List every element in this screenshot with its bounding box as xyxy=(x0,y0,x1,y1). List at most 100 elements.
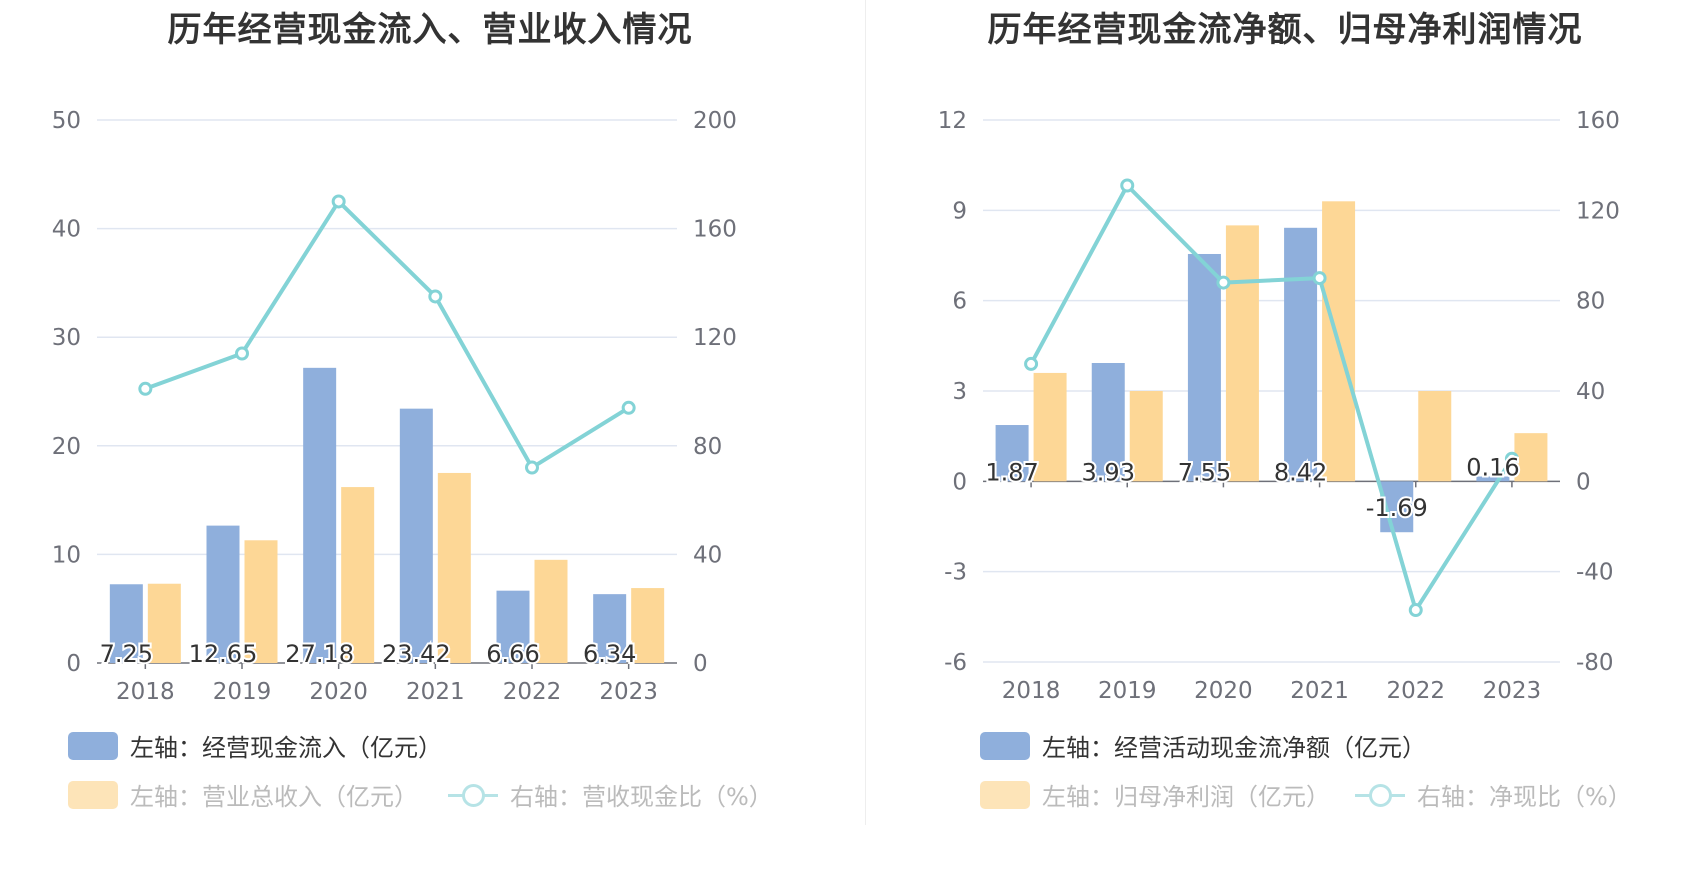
x-tick-label: 2019 xyxy=(213,679,272,700)
right-bar-1 xyxy=(1129,391,1163,482)
left-bar-0 xyxy=(496,590,530,663)
right-line-point xyxy=(1024,356,1039,371)
left-line-point xyxy=(525,460,539,475)
right-bar-1 xyxy=(1418,391,1452,482)
y-left-tick-label: 0 xyxy=(952,469,967,495)
left-data-label: 12.65 xyxy=(189,640,258,668)
plot-area-left: 0 10 20 30 40 50 0 40 80 120 160 200 2018 2019 2020 202… xyxy=(52,108,737,700)
x-tick-label: 2019 xyxy=(1098,678,1157,700)
right-data-label: 0.16 xyxy=(1466,453,1519,481)
chart-panel-right: 历年经营现金流净额、归母净利润情况 -6 -3 0 3 6 9 12 -80 -40 0 40 80 1… xyxy=(870,0,1700,874)
legend-item-right-0[interactable]: 左轴：经营活动现金流净额（亿元） xyxy=(980,728,1426,763)
x-tick-label: 2022 xyxy=(503,679,562,700)
y-left-tick-label: 0 xyxy=(66,651,81,677)
chart-panel-left: 历年经营现金流入、营业收入情况 0 10 20 30 40 50 0 40 80 120 160 20… xyxy=(52,10,773,812)
legend-item-right-2[interactable]: 右轴：净现比（%） xyxy=(1355,777,1632,812)
left-line-point xyxy=(428,289,443,304)
y-right-tick-label: 200 xyxy=(693,108,737,134)
y-left-tick-label: -6 xyxy=(944,650,967,676)
right-bar-1 xyxy=(1033,372,1067,482)
x-tick-label: 2018 xyxy=(116,679,175,700)
right-line-point xyxy=(1504,451,1519,466)
y-right-tick-label: 80 xyxy=(693,434,722,460)
x-tick-label: 2023 xyxy=(599,679,658,700)
left-bar-0 xyxy=(109,584,143,663)
right-bar-0 xyxy=(995,425,1029,482)
panel-divider xyxy=(865,0,866,825)
y-left-tick-label: -3 xyxy=(944,560,967,586)
left-bar-0 xyxy=(593,594,627,663)
y-left-tick-label: 3 xyxy=(952,379,967,405)
right-line-series xyxy=(1029,183,1514,613)
x-tick-label: 2022 xyxy=(1386,678,1445,700)
y-left-tick-label: 40 xyxy=(52,217,81,243)
y-right-tick-label: 160 xyxy=(1576,108,1620,134)
right-bar-1 xyxy=(1514,433,1548,482)
left-line-series xyxy=(144,199,630,470)
plot-area-right: -6 -3 0 3 6 9 12 -80 -40 0 40 80 120 160 2018 2019 2020 2… xyxy=(938,108,1620,700)
x-tick-label: 2021 xyxy=(1290,678,1349,700)
left-bar-1 xyxy=(147,583,181,663)
legend-item-left-1[interactable]: 左轴：营业总收入（亿元） xyxy=(68,777,418,812)
legend-label: 左轴：营业总收入（亿元） xyxy=(130,783,418,811)
y-right-tick-label: 40 xyxy=(693,542,722,568)
legend-swatch xyxy=(68,780,118,809)
y-right-tick-label: -40 xyxy=(1576,560,1614,586)
left-line-point xyxy=(138,381,153,396)
right-data-label: 1.87 xyxy=(985,458,1038,486)
y-left-tick-label: 30 xyxy=(52,325,81,351)
x-tick-label: 2023 xyxy=(1483,678,1542,700)
left-bar-1 xyxy=(244,540,278,663)
legend-line-marker-icon xyxy=(448,781,498,809)
x-tick-label: 2020 xyxy=(1194,678,1253,700)
x-tick-label: 2020 xyxy=(309,679,368,700)
y-left-tick-label: 6 xyxy=(952,289,967,315)
left-bar-0 xyxy=(399,408,433,663)
right-bar-0 xyxy=(1187,253,1221,482)
left-bar-0 xyxy=(303,367,337,663)
left-bar-1 xyxy=(341,487,375,663)
y-left-tick-label: 10 xyxy=(52,542,81,568)
left-line-point xyxy=(331,194,346,209)
left-data-label: 6.66 xyxy=(486,640,539,668)
y-left-tick-label: 9 xyxy=(952,198,967,224)
legend-swatch xyxy=(68,731,118,760)
legend-item-right-1[interactable]: 左轴：归母净利润（亿元） xyxy=(980,777,1330,812)
right-line-point xyxy=(1312,271,1327,286)
right-bar-0 xyxy=(1284,227,1318,482)
left-data-label: 7.25 xyxy=(100,640,153,668)
right-line-point xyxy=(1408,603,1423,618)
right-data-label: 3.93 xyxy=(1082,458,1135,486)
left-data-label: 27.18 xyxy=(285,640,354,668)
legend-swatch xyxy=(980,780,1030,809)
y-right-tick-label: 0 xyxy=(693,651,708,677)
legend-item-left-2[interactable]: 右轴：营收现金比（%） xyxy=(448,777,773,812)
y-right-tick-label: 120 xyxy=(693,325,737,351)
right-data-label: -1.69 xyxy=(1366,494,1428,522)
y-right-tick-label: 120 xyxy=(1576,198,1620,224)
legend-swatch xyxy=(980,731,1030,760)
y-right-tick-label: 160 xyxy=(693,217,737,243)
y-left-tick-label: 50 xyxy=(52,108,81,134)
right-line-point xyxy=(1120,178,1135,193)
legend-item-left-0[interactable]: 左轴：经营现金流入（亿元） xyxy=(68,728,442,763)
chart-title-right: 历年经营现金流净额、归母净利润情况 xyxy=(987,10,1583,50)
left-data-label: 23.42 xyxy=(382,640,451,668)
legend-label: 右轴：净现比（%） xyxy=(1417,783,1632,811)
y-right-tick-label: -80 xyxy=(1576,650,1614,676)
right-bar-0 xyxy=(1476,476,1510,482)
left-bar-1 xyxy=(437,472,471,663)
y-left-tick-label: 12 xyxy=(938,108,967,134)
legend-line-marker-icon xyxy=(1355,781,1405,809)
y-right-tick-label: 0 xyxy=(1576,469,1591,495)
left-bar-0 xyxy=(206,525,240,663)
right-bar-0 xyxy=(1091,362,1125,482)
legend-label: 左轴：归母净利润（亿元） xyxy=(1042,783,1330,811)
right-data-label: 7.55 xyxy=(1178,458,1231,486)
legend-label: 右轴：营收现金比（%） xyxy=(510,783,773,811)
left-line-point xyxy=(235,346,249,361)
left-line-point xyxy=(621,400,636,415)
right-data-label: 8.42 xyxy=(1274,458,1327,486)
left-bar-1 xyxy=(534,559,568,663)
x-tick-label: 2021 xyxy=(406,679,465,700)
